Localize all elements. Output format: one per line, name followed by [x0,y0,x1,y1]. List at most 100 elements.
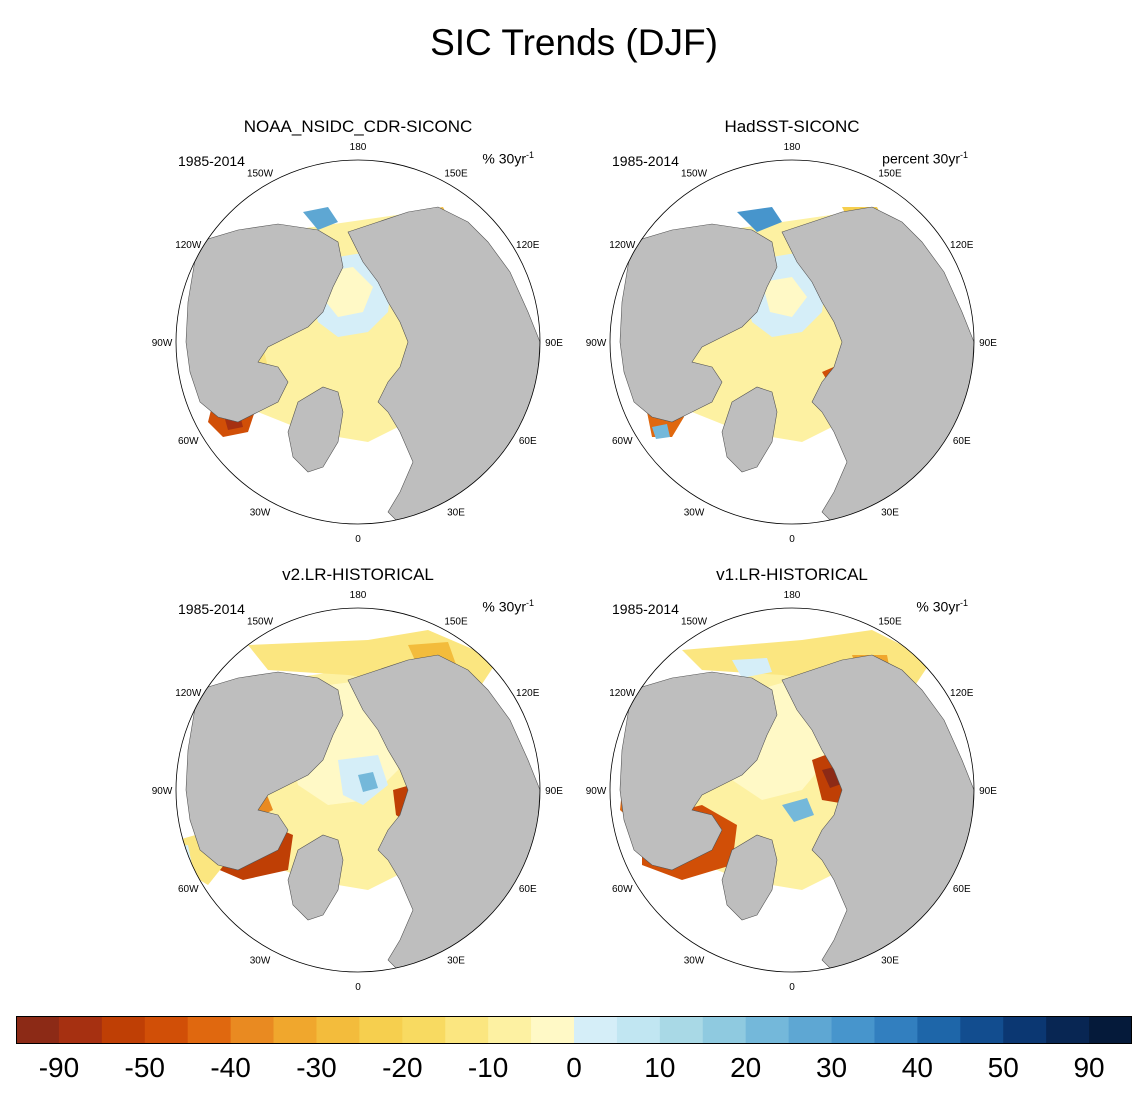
colorbar-tick-label: -50 [125,1052,165,1083]
colorbar-tick-label: 40 [902,1052,933,1083]
longitude-label: 90W [152,338,173,349]
trend-contour [732,658,772,678]
polar-map: 180 150E 120E 90E 60E 30E 0 30W 60W 90W 120W 150W [152,142,564,545]
colorbar-tick-label: 30 [816,1052,847,1083]
units-base: % 30yr [482,598,526,615]
panel-title: v1.LR-HISTORICAL [716,565,868,584]
longitude-label: 150W [681,168,708,179]
colorbar-swatch [488,1016,532,1043]
colorbar-swatch [831,1016,875,1043]
longitude-label: 60E [519,884,537,895]
map-panel-noaa: NOAA_NSIDC_CDR-SICONC 1985-2014 % 30yr-1… [138,112,578,552]
land-mass [347,654,540,972]
longitude-label: 150W [681,616,708,627]
longitude-label: 120W [609,240,636,251]
colorbar-swatch [659,1016,704,1043]
colorbar-tick-label: -20 [382,1052,422,1083]
trend-contour [737,207,782,232]
units-exponent: -1 [525,150,534,160]
colorbar-swatch [316,1016,360,1043]
colorbar-tick-label: 50 [988,1052,1019,1083]
longitude-label: 120W [175,240,202,251]
longitude-label: 30E [447,508,465,519]
longitude-label: 60W [612,436,633,447]
trend-contour [782,798,814,822]
colorbar-swatch [445,1016,489,1043]
longitude-label: 60E [953,884,971,895]
longitude-label: 30E [447,956,465,967]
longitude-label: 150E [444,168,468,179]
panel-title: v2.LR-HISTORICAL [282,565,434,584]
map-panel-v1lr: v1.LR-HISTORICAL 1985-2014 % 30yr-1 180 1… [572,560,1012,1000]
panel-units: % 30yr-1 [482,598,534,615]
longitude-label: 30E [881,956,899,967]
units-exponent: -1 [959,150,968,160]
longitude-label: 120E [950,688,974,699]
polar-map: 180 150E 120E 90E 60E 30E 0 30W 60W 90W 120W 150W [586,142,998,545]
colorbar-swatch [960,1016,1004,1043]
longitude-label: 30W [250,508,271,519]
longitude-label: 120E [516,688,540,699]
colorbar-swatch [917,1016,961,1043]
longitude-label: 0 [789,982,795,993]
land-mass [619,223,778,423]
longitude-label: 0 [355,982,361,993]
panel-units: % 30yr-1 [482,150,534,167]
land-mass [287,386,344,473]
map-content [176,160,540,524]
longitude-label: 180 [784,142,801,153]
colorbar-swatch [531,1016,575,1043]
land-mass [781,654,974,972]
units-base: % 30yr [916,598,960,615]
longitude-label: 90E [545,338,563,349]
longitude-label: 90W [586,338,607,349]
units-base: % 30yr [482,150,526,167]
map-content [176,608,540,972]
map-border [175,159,541,525]
panel-period: 1985-2014 [178,153,245,169]
colorbar-swatch [1003,1016,1047,1043]
panel-title: NOAA_NSIDC_CDR-SICONC [243,117,473,136]
longitude-label: 180 [350,590,367,601]
colorbar-tick-label: 10 [644,1052,675,1083]
longitude-label: 60E [953,436,971,447]
land-mass [347,206,540,524]
trend-contour [303,207,338,230]
colorbar-tick-label: 0 [566,1052,582,1083]
longitude-label: 120E [950,240,974,251]
longitude-label: 60W [612,884,633,895]
longitude-label: 90E [979,786,997,797]
longitude-label: 30W [684,956,705,967]
longitude-label: 30E [881,508,899,519]
longitude-label: 30W [684,508,705,519]
longitude-label: 150E [878,168,902,179]
panel-units: % 30yr-1 [916,598,968,615]
longitude-label: 0 [355,534,361,545]
land-mass [619,671,778,871]
colorbar-swatch [359,1016,403,1043]
land-mass [185,671,344,871]
longitude-label: 60W [178,884,199,895]
colorbar-swatch [402,1016,446,1043]
land-mass [781,206,974,524]
panel-units: percent 30yr-1 [882,150,968,167]
trend-contour [358,772,378,792]
map-content [610,160,974,524]
colorbar-swatch [745,1016,790,1043]
colorbar-swatch [144,1016,189,1043]
longitude-label: 60E [519,436,537,447]
colorbar: -90 -50 -40 -30 -20 -10 0 10 20 30 40 50 90 [16,1016,1132,1083]
colorbar-swatch [574,1016,618,1043]
polar-map: 180 150E 120E 90E 60E 30E 0 30W 60W 90W 120W 150W [152,590,564,993]
map-content [610,608,974,972]
panel-period: 1985-2014 [178,601,245,617]
map-panel-v2lr: v2.LR-HISTORICAL 1985-2014 % 30yr-1 180 1… [138,560,578,1000]
map-border [175,607,541,973]
land-mass [185,223,344,423]
longitude-label: 120W [609,688,636,699]
colorbar-swatch [58,1016,103,1043]
longitude-label: 90E [979,338,997,349]
longitude-label: 120E [516,240,540,251]
colorbar-swatch [616,1016,661,1043]
longitude-label: 180 [784,590,801,601]
